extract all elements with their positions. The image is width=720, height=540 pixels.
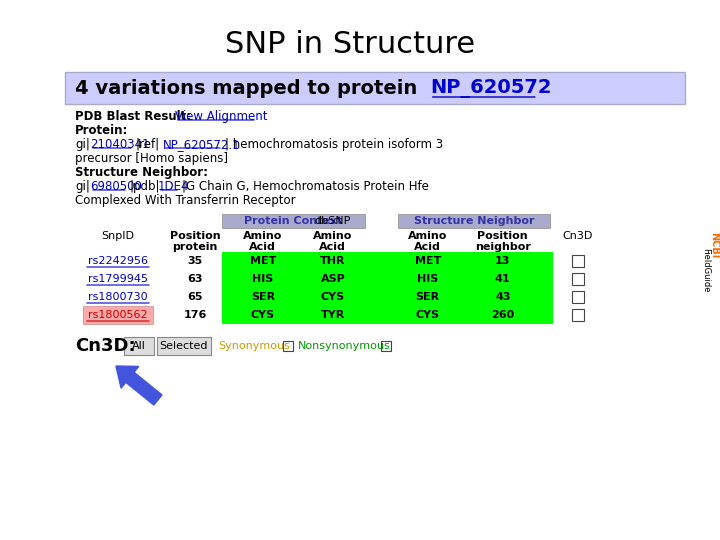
FancyBboxPatch shape [83, 306, 153, 324]
Text: NP_620572.1: NP_620572.1 [163, 138, 240, 151]
Text: Structure Neighbor: Structure Neighbor [413, 216, 534, 226]
Text: protein: protein [172, 242, 217, 252]
Text: MET: MET [250, 256, 276, 266]
Text: rs1800730: rs1800730 [88, 292, 148, 302]
Text: Cn3D:: Cn3D: [75, 337, 135, 355]
FancyBboxPatch shape [157, 337, 211, 355]
Text: Cn3D: Cn3D [562, 231, 593, 241]
Text: 21040341: 21040341 [90, 138, 150, 151]
Text: 260: 260 [491, 310, 514, 320]
Text: | hemochromatosis protein isoform 3: | hemochromatosis protein isoform 3 [225, 138, 443, 151]
Text: 35: 35 [187, 256, 202, 266]
Text: neighbor: neighbor [474, 242, 531, 252]
Text: 41: 41 [495, 274, 510, 284]
Text: Acid: Acid [249, 242, 276, 252]
Text: SnpID: SnpID [102, 231, 135, 241]
FancyBboxPatch shape [572, 273, 584, 285]
Text: rs2242956: rs2242956 [88, 256, 148, 266]
Text: SNP in Structure: SNP in Structure [225, 30, 475, 59]
Text: Complexed With Transferrin Receptor: Complexed With Transferrin Receptor [75, 194, 296, 207]
FancyBboxPatch shape [65, 72, 685, 104]
Text: ASP: ASP [320, 274, 345, 284]
FancyBboxPatch shape [222, 252, 553, 270]
Text: MET: MET [415, 256, 441, 266]
Text: rs1799945: rs1799945 [88, 274, 148, 284]
Text: SER: SER [415, 292, 440, 302]
Text: Selected: Selected [160, 341, 208, 351]
Text: Amino: Amino [243, 231, 282, 241]
Text: All: All [132, 341, 146, 351]
Text: CYS: CYS [415, 310, 440, 320]
FancyBboxPatch shape [398, 214, 550, 228]
FancyBboxPatch shape [124, 337, 154, 355]
FancyArrow shape [116, 366, 162, 405]
Text: 63: 63 [187, 274, 202, 284]
Text: HIS: HIS [417, 274, 438, 284]
Text: 176: 176 [183, 310, 207, 320]
Text: |ref|: |ref| [136, 138, 160, 151]
Text: NP_620572: NP_620572 [430, 78, 552, 98]
Text: Protein Context: Protein Context [244, 216, 343, 226]
Text: PDB Blast Result:: PDB Blast Result: [75, 110, 195, 123]
Text: Position: Position [477, 231, 528, 241]
Text: Protein:: Protein: [75, 124, 128, 137]
FancyBboxPatch shape [222, 288, 553, 306]
FancyBboxPatch shape [572, 255, 584, 267]
Text: Structure Neighbor:: Structure Neighbor: [75, 166, 208, 179]
Text: THR: THR [320, 256, 346, 266]
Text: Acid: Acid [414, 242, 441, 252]
Text: CYS: CYS [251, 310, 275, 320]
Text: Acid: Acid [320, 242, 346, 252]
Text: 43: 43 [495, 292, 510, 302]
FancyBboxPatch shape [222, 270, 553, 288]
FancyBboxPatch shape [381, 341, 391, 351]
Text: Amino: Amino [313, 231, 353, 241]
Text: 4 variations mapped to protein: 4 variations mapped to protein [75, 78, 424, 98]
FancyBboxPatch shape [222, 214, 365, 228]
Text: gi|: gi| [75, 138, 90, 151]
Text: |G Chain G, Hemochromatosis Protein Hfe: |G Chain G, Hemochromatosis Protein Hfe [182, 180, 429, 193]
Text: Amino: Amino [408, 231, 447, 241]
Text: |pdb|: |pdb| [130, 180, 161, 193]
Text: NCBI: NCBI [708, 232, 719, 258]
FancyBboxPatch shape [572, 309, 584, 321]
Text: View Alignment: View Alignment [175, 110, 267, 123]
Text: 13: 13 [495, 256, 510, 266]
FancyBboxPatch shape [222, 306, 553, 324]
Text: precursor [Homo sapiens]: precursor [Homo sapiens] [75, 152, 228, 165]
Text: SER: SER [251, 292, 275, 302]
FancyBboxPatch shape [283, 341, 293, 351]
Text: HIS: HIS [252, 274, 274, 284]
Text: 6980500: 6980500 [90, 180, 142, 193]
Text: Nonsynonymous: Nonsynonymous [298, 341, 391, 351]
Text: dbSNP: dbSNP [315, 216, 351, 226]
Text: rs1800562: rs1800562 [88, 310, 148, 320]
Text: 1DE4: 1DE4 [158, 180, 189, 193]
Text: CYS: CYS [321, 292, 345, 302]
Text: Synonymous: Synonymous [218, 341, 289, 351]
Text: gi|: gi| [75, 180, 90, 193]
Text: TYR: TYR [320, 310, 345, 320]
Text: FieldGuide: FieldGuide [701, 248, 710, 292]
Text: 65: 65 [187, 292, 202, 302]
FancyBboxPatch shape [572, 291, 584, 303]
Text: Position: Position [170, 231, 220, 241]
